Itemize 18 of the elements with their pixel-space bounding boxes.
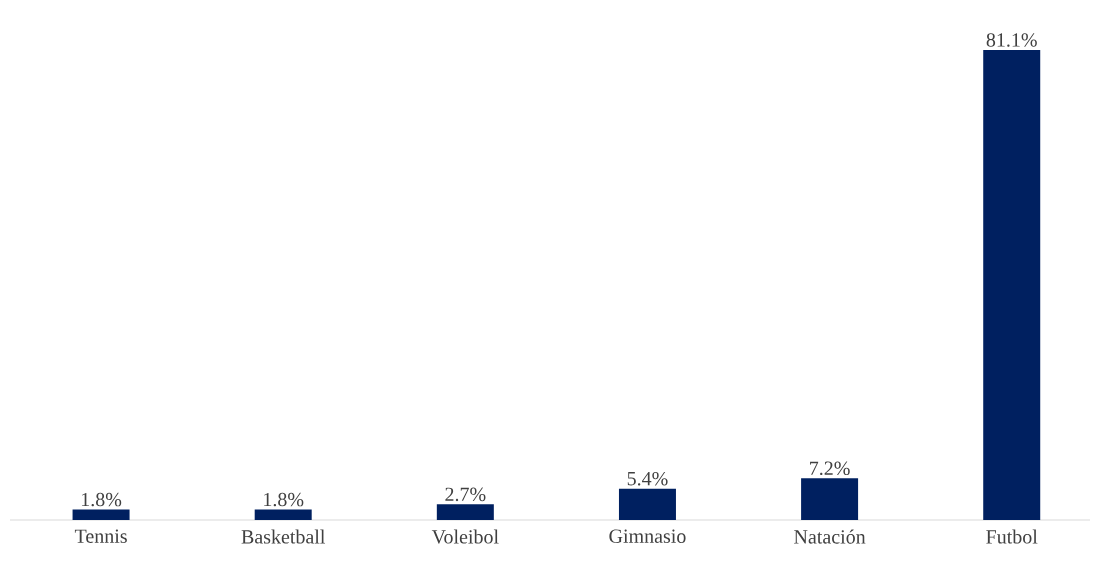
x-tick-label: Basketball bbox=[241, 529, 326, 544]
x-tick-label: Voleibol bbox=[431, 529, 499, 544]
x-tick-label: Natación bbox=[794, 529, 866, 544]
data-label: 81.1% bbox=[986, 33, 1037, 47]
bar bbox=[618, 488, 676, 520]
x-tick-label: Tennis bbox=[74, 529, 127, 543]
data-label: 5.4% bbox=[627, 471, 668, 486]
data-label: 1.8% bbox=[264, 492, 304, 507]
x-tick-label: Futbol bbox=[986, 529, 1038, 544]
bar bbox=[254, 509, 312, 520]
data-label: 7.2% bbox=[810, 461, 850, 476]
bar bbox=[801, 478, 859, 520]
x-tick-label: Gimnasio bbox=[609, 529, 686, 543]
data-label: 1.8% bbox=[81, 492, 122, 507]
bar bbox=[436, 504, 494, 520]
data-label: 2.7% bbox=[445, 487, 486, 502]
bar bbox=[72, 509, 130, 520]
bar bbox=[983, 49, 1041, 520]
